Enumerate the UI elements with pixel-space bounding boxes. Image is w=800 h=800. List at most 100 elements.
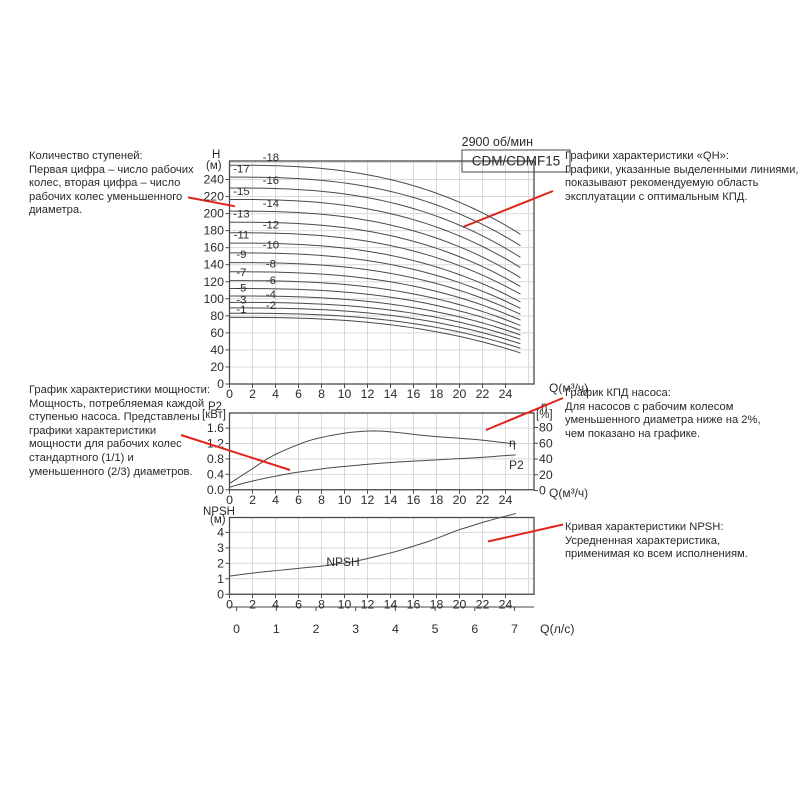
svg-text:CDM/CDMF15: CDM/CDMF15	[472, 154, 561, 169]
svg-text:160: 160	[203, 241, 224, 255]
svg-text:(м): (м)	[206, 160, 222, 172]
svg-text:-1: -1	[236, 304, 246, 316]
svg-text:η: η	[509, 436, 516, 450]
svg-text:40: 40	[210, 343, 224, 357]
svg-text:14: 14	[384, 387, 398, 401]
svg-text:20: 20	[453, 493, 467, 507]
svg-text:8: 8	[318, 493, 325, 507]
svg-text:0.0: 0.0	[207, 483, 224, 497]
svg-text:Q(л/с): Q(л/с)	[540, 622, 575, 636]
svg-text:60: 60	[539, 436, 553, 450]
svg-text:20: 20	[453, 387, 467, 401]
svg-text:40: 40	[539, 452, 553, 466]
svg-text:(м): (м)	[210, 514, 226, 526]
svg-text:Q(м³/ч): Q(м³/ч)	[549, 486, 588, 500]
svg-text:20: 20	[453, 597, 467, 611]
svg-text:-13: -13	[233, 209, 249, 221]
svg-text:2: 2	[249, 597, 256, 611]
svg-text:0: 0	[217, 587, 224, 601]
svg-text:8: 8	[318, 387, 325, 401]
svg-text:22: 22	[476, 493, 490, 507]
svg-text:[%]: [%]	[536, 409, 553, 421]
svg-text:180: 180	[203, 224, 224, 238]
svg-text:-7: -7	[236, 267, 246, 279]
svg-text:6: 6	[471, 622, 478, 636]
svg-text:P2: P2	[509, 458, 524, 472]
svg-text:4: 4	[272, 597, 279, 611]
svg-text:[кВт]: [кВт]	[202, 409, 226, 421]
svg-text:-14: -14	[263, 198, 279, 210]
svg-text:-11: -11	[234, 230, 250, 242]
svg-text:16: 16	[407, 597, 421, 611]
svg-text:1.6: 1.6	[207, 421, 224, 435]
svg-text:22: 22	[476, 387, 490, 401]
svg-text:6: 6	[295, 597, 302, 611]
svg-text:-8: -8	[266, 259, 276, 271]
svg-text:240: 240	[203, 173, 224, 187]
svg-text:2: 2	[313, 622, 320, 636]
svg-text:0: 0	[217, 377, 224, 391]
svg-text:0: 0	[233, 622, 240, 636]
svg-text:18: 18	[430, 387, 444, 401]
svg-text:14: 14	[384, 493, 398, 507]
svg-text:0: 0	[226, 493, 233, 507]
svg-text:12: 12	[361, 493, 375, 507]
svg-text:-6: -6	[266, 275, 276, 287]
svg-text:-15: -15	[233, 186, 249, 198]
svg-text:6: 6	[295, 493, 302, 507]
svg-text:1: 1	[217, 572, 224, 586]
svg-text:220: 220	[203, 190, 224, 204]
svg-text:1: 1	[273, 622, 280, 636]
svg-text:12: 12	[361, 597, 375, 611]
svg-text:6: 6	[295, 387, 302, 401]
svg-text:Q(м³/ч): Q(м³/ч)	[549, 381, 588, 395]
svg-text:24: 24	[499, 493, 513, 507]
svg-text:2: 2	[249, 493, 256, 507]
svg-text:10: 10	[338, 387, 352, 401]
svg-text:-12: -12	[263, 220, 279, 232]
svg-text:-10: -10	[263, 240, 279, 252]
svg-text:16: 16	[407, 387, 421, 401]
svg-text:200: 200	[203, 207, 224, 221]
svg-text:0.4: 0.4	[207, 467, 224, 481]
svg-text:2: 2	[249, 387, 256, 401]
svg-text:3: 3	[217, 541, 224, 555]
svg-text:22: 22	[476, 597, 490, 611]
svg-text:10: 10	[338, 493, 352, 507]
svg-text:10: 10	[338, 597, 352, 611]
svg-text:-18: -18	[263, 152, 279, 164]
svg-text:0: 0	[539, 484, 546, 498]
svg-text:-16: -16	[263, 175, 279, 187]
svg-text:16: 16	[407, 493, 421, 507]
svg-text:12: 12	[361, 387, 375, 401]
svg-text:80: 80	[210, 309, 224, 323]
svg-text:80: 80	[539, 421, 553, 435]
svg-text:4: 4	[392, 622, 399, 636]
svg-text:24: 24	[499, 597, 513, 611]
svg-text:20: 20	[539, 468, 553, 482]
svg-text:18: 18	[430, 493, 444, 507]
svg-text:-9: -9	[236, 249, 246, 261]
svg-text:0.8: 0.8	[207, 452, 224, 466]
svg-text:NPSH: NPSH	[326, 555, 359, 569]
svg-text:-2: -2	[266, 300, 276, 312]
svg-text:3: 3	[352, 622, 359, 636]
svg-text:24: 24	[499, 387, 513, 401]
svg-text:4: 4	[272, 493, 279, 507]
svg-text:60: 60	[210, 326, 224, 340]
svg-text:4: 4	[217, 525, 224, 539]
svg-text:20: 20	[210, 360, 224, 374]
svg-text:8: 8	[318, 597, 325, 611]
svg-text:100: 100	[203, 292, 224, 306]
svg-text:2900 об/мин: 2900 об/мин	[462, 135, 533, 149]
svg-text:0: 0	[226, 597, 233, 611]
svg-text:18: 18	[430, 597, 444, 611]
svg-text:4: 4	[272, 387, 279, 401]
svg-text:-17: -17	[233, 164, 249, 176]
svg-text:5: 5	[432, 622, 439, 636]
svg-text:120: 120	[203, 275, 224, 289]
svg-text:7: 7	[511, 622, 518, 636]
svg-text:2: 2	[217, 556, 224, 570]
svg-text:-5: -5	[236, 282, 246, 294]
svg-text:140: 140	[203, 258, 224, 272]
